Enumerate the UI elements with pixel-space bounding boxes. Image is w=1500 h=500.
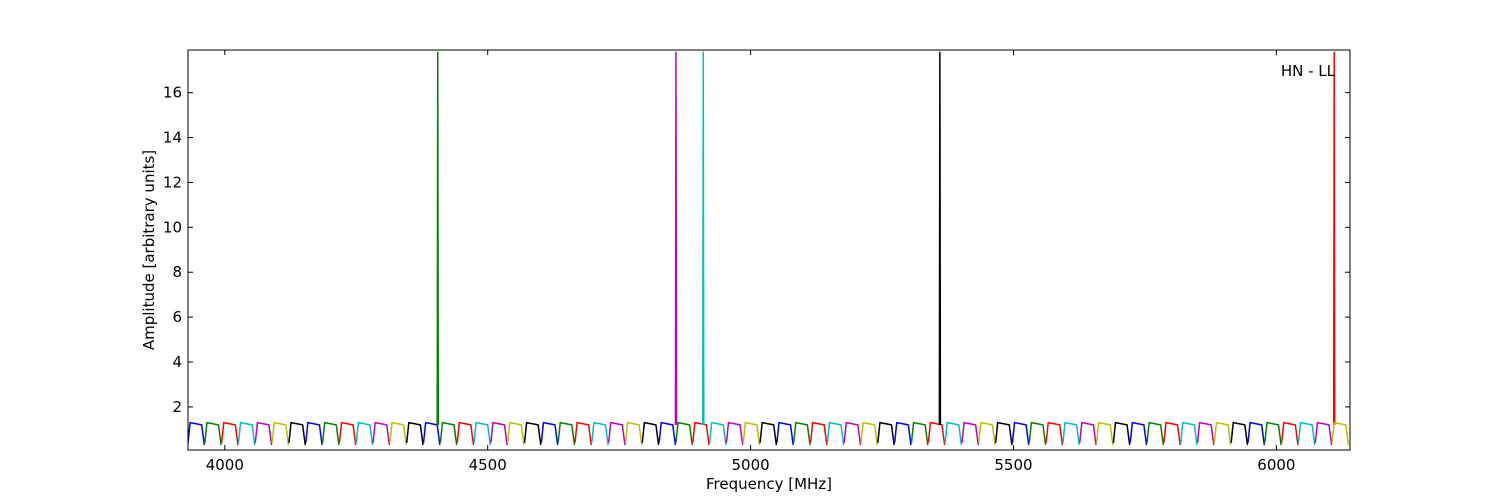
line-piece [607, 421, 626, 446]
line-piece [1331, 421, 1350, 446]
line-piece [692, 421, 710, 446]
line-piece [338, 421, 357, 446]
line-piece [1146, 421, 1165, 446]
line-piece [927, 421, 946, 446]
y-tick-label: 2 [172, 398, 182, 416]
plot-area [188, 51, 1350, 446]
line-piece [321, 421, 340, 446]
line-piece [1230, 421, 1249, 446]
line-piece [237, 421, 256, 446]
line-piece [271, 421, 290, 446]
line-piece [473, 421, 492, 446]
y-tick-label: 6 [172, 308, 182, 326]
line-piece [978, 421, 996, 446]
line-piece [439, 421, 458, 446]
line-piece [1280, 421, 1299, 446]
line-piece [674, 51, 678, 425]
line-piece [1078, 421, 1097, 446]
line-piece [1247, 421, 1266, 446]
line-piece [725, 421, 744, 446]
line-piece [220, 421, 239, 446]
line-piece [305, 421, 323, 446]
line-piece [1112, 421, 1131, 446]
line-piece [843, 421, 862, 446]
x-axis-label: Frequency [MHz] [706, 475, 832, 493]
line-piece [910, 421, 929, 446]
x-tick-label: 6000 [1257, 456, 1295, 474]
line-piece [860, 421, 879, 446]
line-piece [1179, 421, 1198, 446]
line-piece [624, 421, 643, 446]
line-piece [288, 421, 306, 446]
line-piece [490, 421, 508, 446]
y-axis-label: Amplitude [arbitrary units] [140, 150, 158, 350]
line-piece [994, 421, 1013, 446]
line-piece [893, 421, 912, 446]
line-piece [436, 51, 440, 425]
line-piece [456, 421, 475, 446]
line-piece [506, 421, 525, 446]
line-piece [389, 421, 407, 446]
line-piece [961, 421, 980, 446]
line-piece [826, 421, 845, 446]
line-piece [1264, 421, 1282, 446]
line-piece [540, 421, 559, 446]
y-tick-label: 14 [163, 129, 182, 147]
line-piece [1163, 421, 1181, 446]
y-tick-label: 16 [163, 84, 182, 102]
line-piece [708, 421, 727, 446]
x-tick-label: 4500 [469, 456, 507, 474]
line-piece [188, 421, 206, 446]
line-piece [254, 421, 273, 446]
line-piece [1196, 421, 1215, 446]
line-piece [809, 421, 828, 446]
line-piece [877, 421, 895, 446]
line-piece [792, 421, 811, 446]
line-piece [372, 421, 391, 446]
line-piece [1332, 51, 1336, 425]
line-piece [1062, 421, 1080, 446]
line-piece [759, 421, 778, 446]
line-piece [938, 51, 942, 425]
line-piece [405, 421, 424, 446]
line-piece [1297, 421, 1316, 446]
y-tick-label: 12 [163, 173, 182, 191]
line-piece [944, 421, 963, 446]
y-tick-label: 8 [172, 263, 182, 281]
line-piece [641, 421, 660, 446]
line-piece [1314, 421, 1333, 446]
line-piece [1011, 421, 1030, 446]
y-tick-label: 10 [163, 218, 182, 236]
axes-frame [187, 49, 1351, 451]
line-piece [204, 421, 222, 446]
x-tick-label: 5000 [732, 456, 770, 474]
line-piece [523, 421, 542, 446]
line-piece [591, 421, 609, 446]
line-piece [355, 421, 374, 446]
line-piece [675, 421, 693, 446]
line-piece [1213, 421, 1232, 446]
x-tick-label: 4000 [206, 456, 244, 474]
line-piece [422, 421, 441, 446]
line-piece [776, 421, 794, 446]
line-piece [1129, 421, 1148, 446]
line-piece [574, 421, 593, 446]
annotation: HN - LL [1281, 62, 1336, 80]
line-piece [557, 421, 576, 446]
y-tick-label: 4 [172, 353, 182, 371]
line-piece [1095, 421, 1114, 446]
x-tick-label: 5500 [994, 456, 1032, 474]
line-piece [742, 421, 761, 446]
line-piece [1045, 421, 1064, 446]
line-piece [1028, 421, 1047, 446]
line-piece [658, 421, 677, 446]
line-piece [702, 51, 705, 425]
